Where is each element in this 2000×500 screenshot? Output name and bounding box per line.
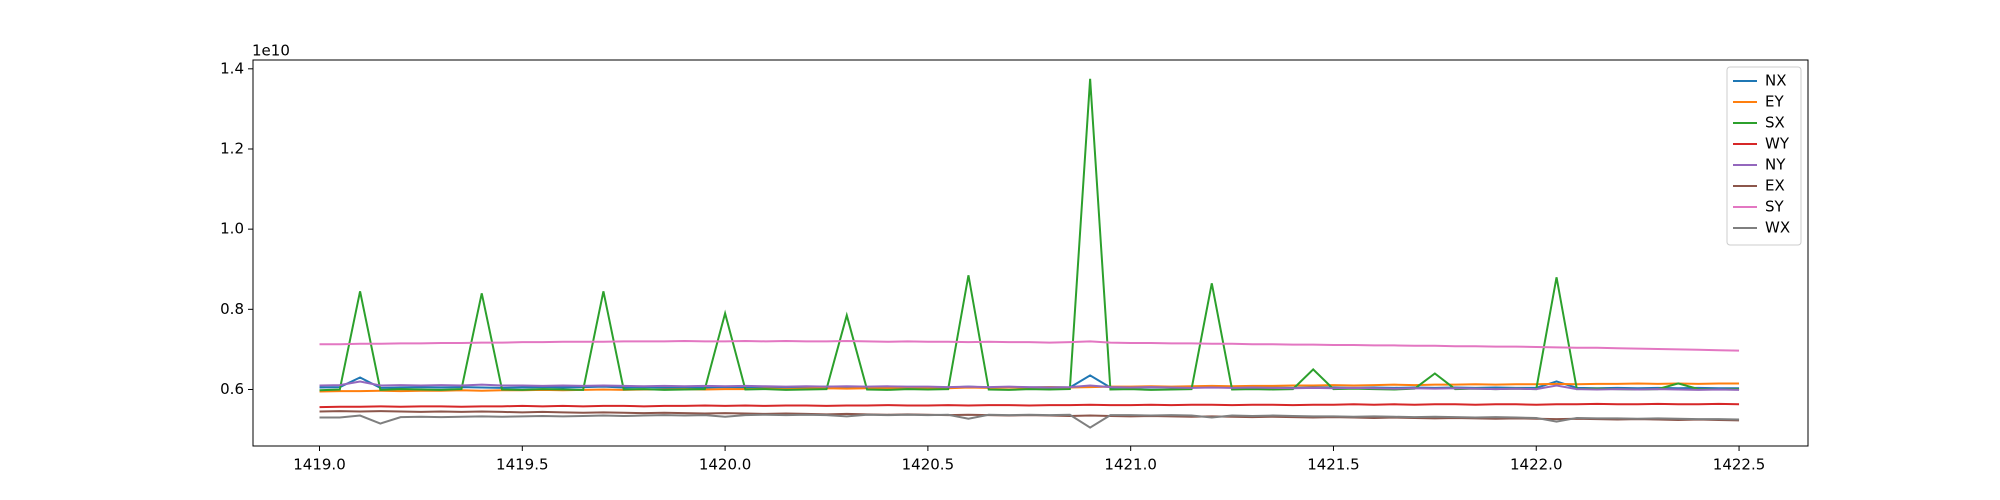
- y-tick-label: 1.2: [220, 139, 244, 157]
- legend-label: WX: [1765, 219, 1790, 237]
- series-line: [319, 380, 1740, 391]
- x-tick-label: 1421.5: [1307, 456, 1360, 474]
- x-tick-label: 1422.0: [1510, 456, 1563, 474]
- series-line: [319, 413, 1740, 429]
- series-line: [319, 339, 1740, 352]
- series-line: [319, 402, 1740, 409]
- legend-label: NY: [1765, 156, 1786, 174]
- x-tick-label: 1422.5: [1713, 456, 1766, 474]
- series-line: [319, 78, 1740, 392]
- plot-frame: [252, 59, 1809, 447]
- legend-label: NX: [1765, 72, 1787, 90]
- y-tick-label: 1.0: [220, 220, 244, 238]
- legend-label: SX: [1765, 114, 1785, 132]
- x-tick-label: 1420.0: [699, 456, 752, 474]
- y-tick-label: 0.6: [220, 380, 244, 398]
- y-tick-label: 1.4: [220, 59, 244, 77]
- x-tick-label: 1420.5: [902, 456, 955, 474]
- y-tick-label: 0.8: [220, 300, 244, 318]
- legend-label: EY: [1765, 93, 1784, 111]
- x-tick-label: 1419.5: [496, 456, 549, 474]
- legend: NX EY SX WY NY EX SY WX: [1726, 66, 1802, 246]
- legend-label: WY: [1765, 135, 1790, 153]
- x-tick-label: 1421.0: [1104, 456, 1157, 474]
- y-offset-label: 1e10: [252, 42, 290, 60]
- x-tick-label: 1419.0: [293, 456, 346, 474]
- legend-label: SY: [1765, 198, 1785, 216]
- legend-label: EX: [1765, 177, 1785, 195]
- legend-box: [1726, 66, 1802, 246]
